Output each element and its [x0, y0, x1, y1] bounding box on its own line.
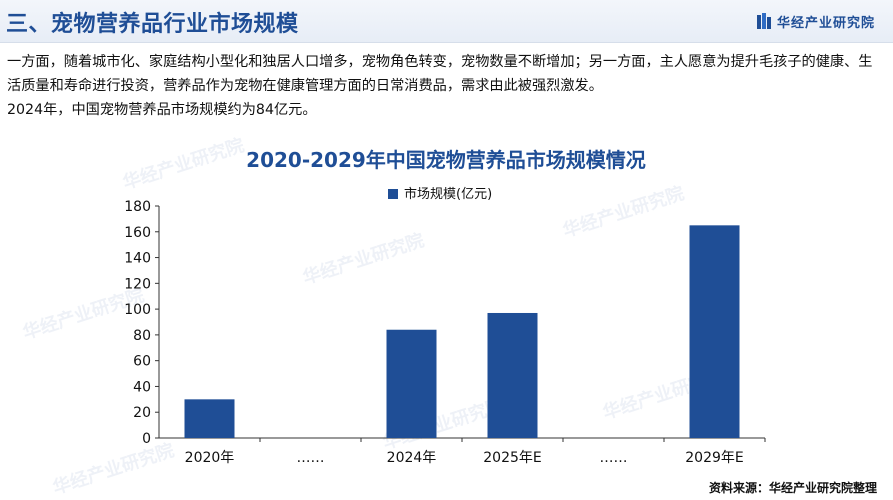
y-tick-label: 160 [124, 225, 151, 241]
page-title: 三、宠物营养品行业市场规模 [6, 12, 299, 37]
brand-name: 华经产业研究院 [776, 15, 875, 31]
bar [487, 312, 538, 438]
x-tick-label: 2029年E [685, 450, 743, 466]
source-note: 资料来源：华经产业研究院整理 [708, 481, 877, 495]
x-tick-label: 2020年 [185, 450, 235, 466]
x-tick-label: 2025年E [483, 450, 541, 466]
y-tick-label: 120 [124, 276, 151, 292]
x-tick-label: …… [297, 450, 325, 466]
brand-logo: 华经产业研究院 [756, 11, 875, 31]
bar [689, 225, 740, 438]
brand-logo-icon [756, 13, 771, 29]
x-tick-label: 2024年 [387, 450, 437, 466]
y-tick-label: 0 [142, 431, 151, 447]
y-tick-label: 20 [133, 405, 151, 421]
y-tick-label: 60 [133, 354, 151, 370]
legend-swatch [388, 189, 398, 199]
y-tick-label: 40 [133, 379, 151, 395]
page-header: 三、宠物营养品行业市场规模 华经产业研究院 [0, 0, 893, 43]
x-tick-label: …… [600, 450, 628, 466]
y-tick-label: 100 [124, 302, 151, 318]
intro-paragraph: 一方面，随着城市化、家庭结构小型化和独居人口增多，宠物角色转变，宠物数量不断增加… [7, 54, 873, 94]
legend-label: 市场规模(亿元) [404, 186, 492, 202]
chart-title: 2020-2029年中国宠物营养品市场规模情况 [246, 148, 646, 172]
bar [184, 399, 235, 438]
intro-text: 一方面，随着城市化、家庭结构小型化和独居人口增多，宠物角色转变，宠物数量不断增加… [7, 50, 885, 122]
y-tick-label: 180 [124, 199, 151, 215]
bar [386, 329, 437, 438]
intro-highlight: 2024年，中国宠物营养品市场规模约为84亿元。 [7, 102, 317, 118]
y-tick-label: 80 [133, 328, 151, 344]
y-tick-label: 140 [124, 251, 151, 267]
